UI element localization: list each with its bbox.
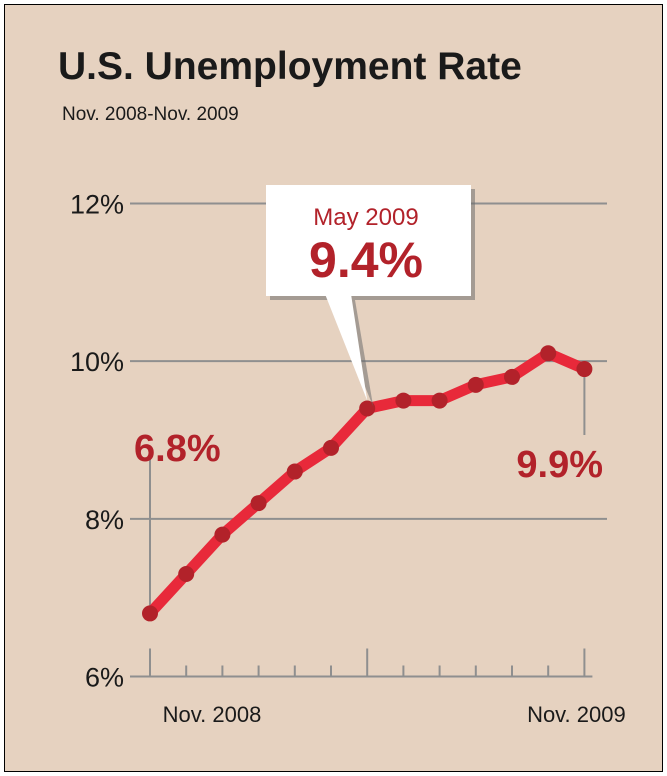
data-label-start: 6.8% <box>134 428 221 470</box>
callout-pointer <box>325 294 368 401</box>
y-tick-label: 12% <box>70 190 124 220</box>
callout-value: 9.4% <box>309 232 423 288</box>
y-tick-label: 8% <box>85 505 124 535</box>
data-point <box>504 368 520 385</box>
data-point <box>431 392 448 409</box>
data-point <box>142 605 158 622</box>
chart-subtitle: Nov. 2008-Nov. 2009 <box>62 104 239 125</box>
chart-title: U.S. Unemployment Rate <box>58 45 522 88</box>
callout-box <box>266 185 471 296</box>
y-tick-label: 10% <box>70 347 124 377</box>
y-axis-labels: 6% 8% 10% 12% <box>70 190 124 693</box>
data-labels: 6.8% 9.9% <box>134 428 603 486</box>
data-point <box>576 361 593 378</box>
data-point <box>540 345 557 362</box>
series-unemployment-rate <box>142 345 593 622</box>
y-tick-label: 6% <box>85 663 124 693</box>
data-point <box>178 566 195 583</box>
x-axis-labels: Nov. 2008 Nov. 2009 <box>163 702 626 727</box>
data-point <box>395 392 412 409</box>
callout-date: May 2009 <box>313 204 418 231</box>
x-axis <box>130 648 593 678</box>
data-point <box>323 439 339 456</box>
annotation-leaders <box>149 369 586 614</box>
data-point <box>286 463 303 480</box>
x-tick-label: Nov. 2009 <box>527 702 626 727</box>
chart-frame <box>4 4 663 772</box>
data-point <box>214 526 231 543</box>
data-label-end: 9.9% <box>516 444 603 486</box>
data-point <box>250 495 267 512</box>
data-point <box>359 400 376 417</box>
x-tick-label: Nov. 2008 <box>163 702 262 727</box>
data-point <box>467 376 484 393</box>
